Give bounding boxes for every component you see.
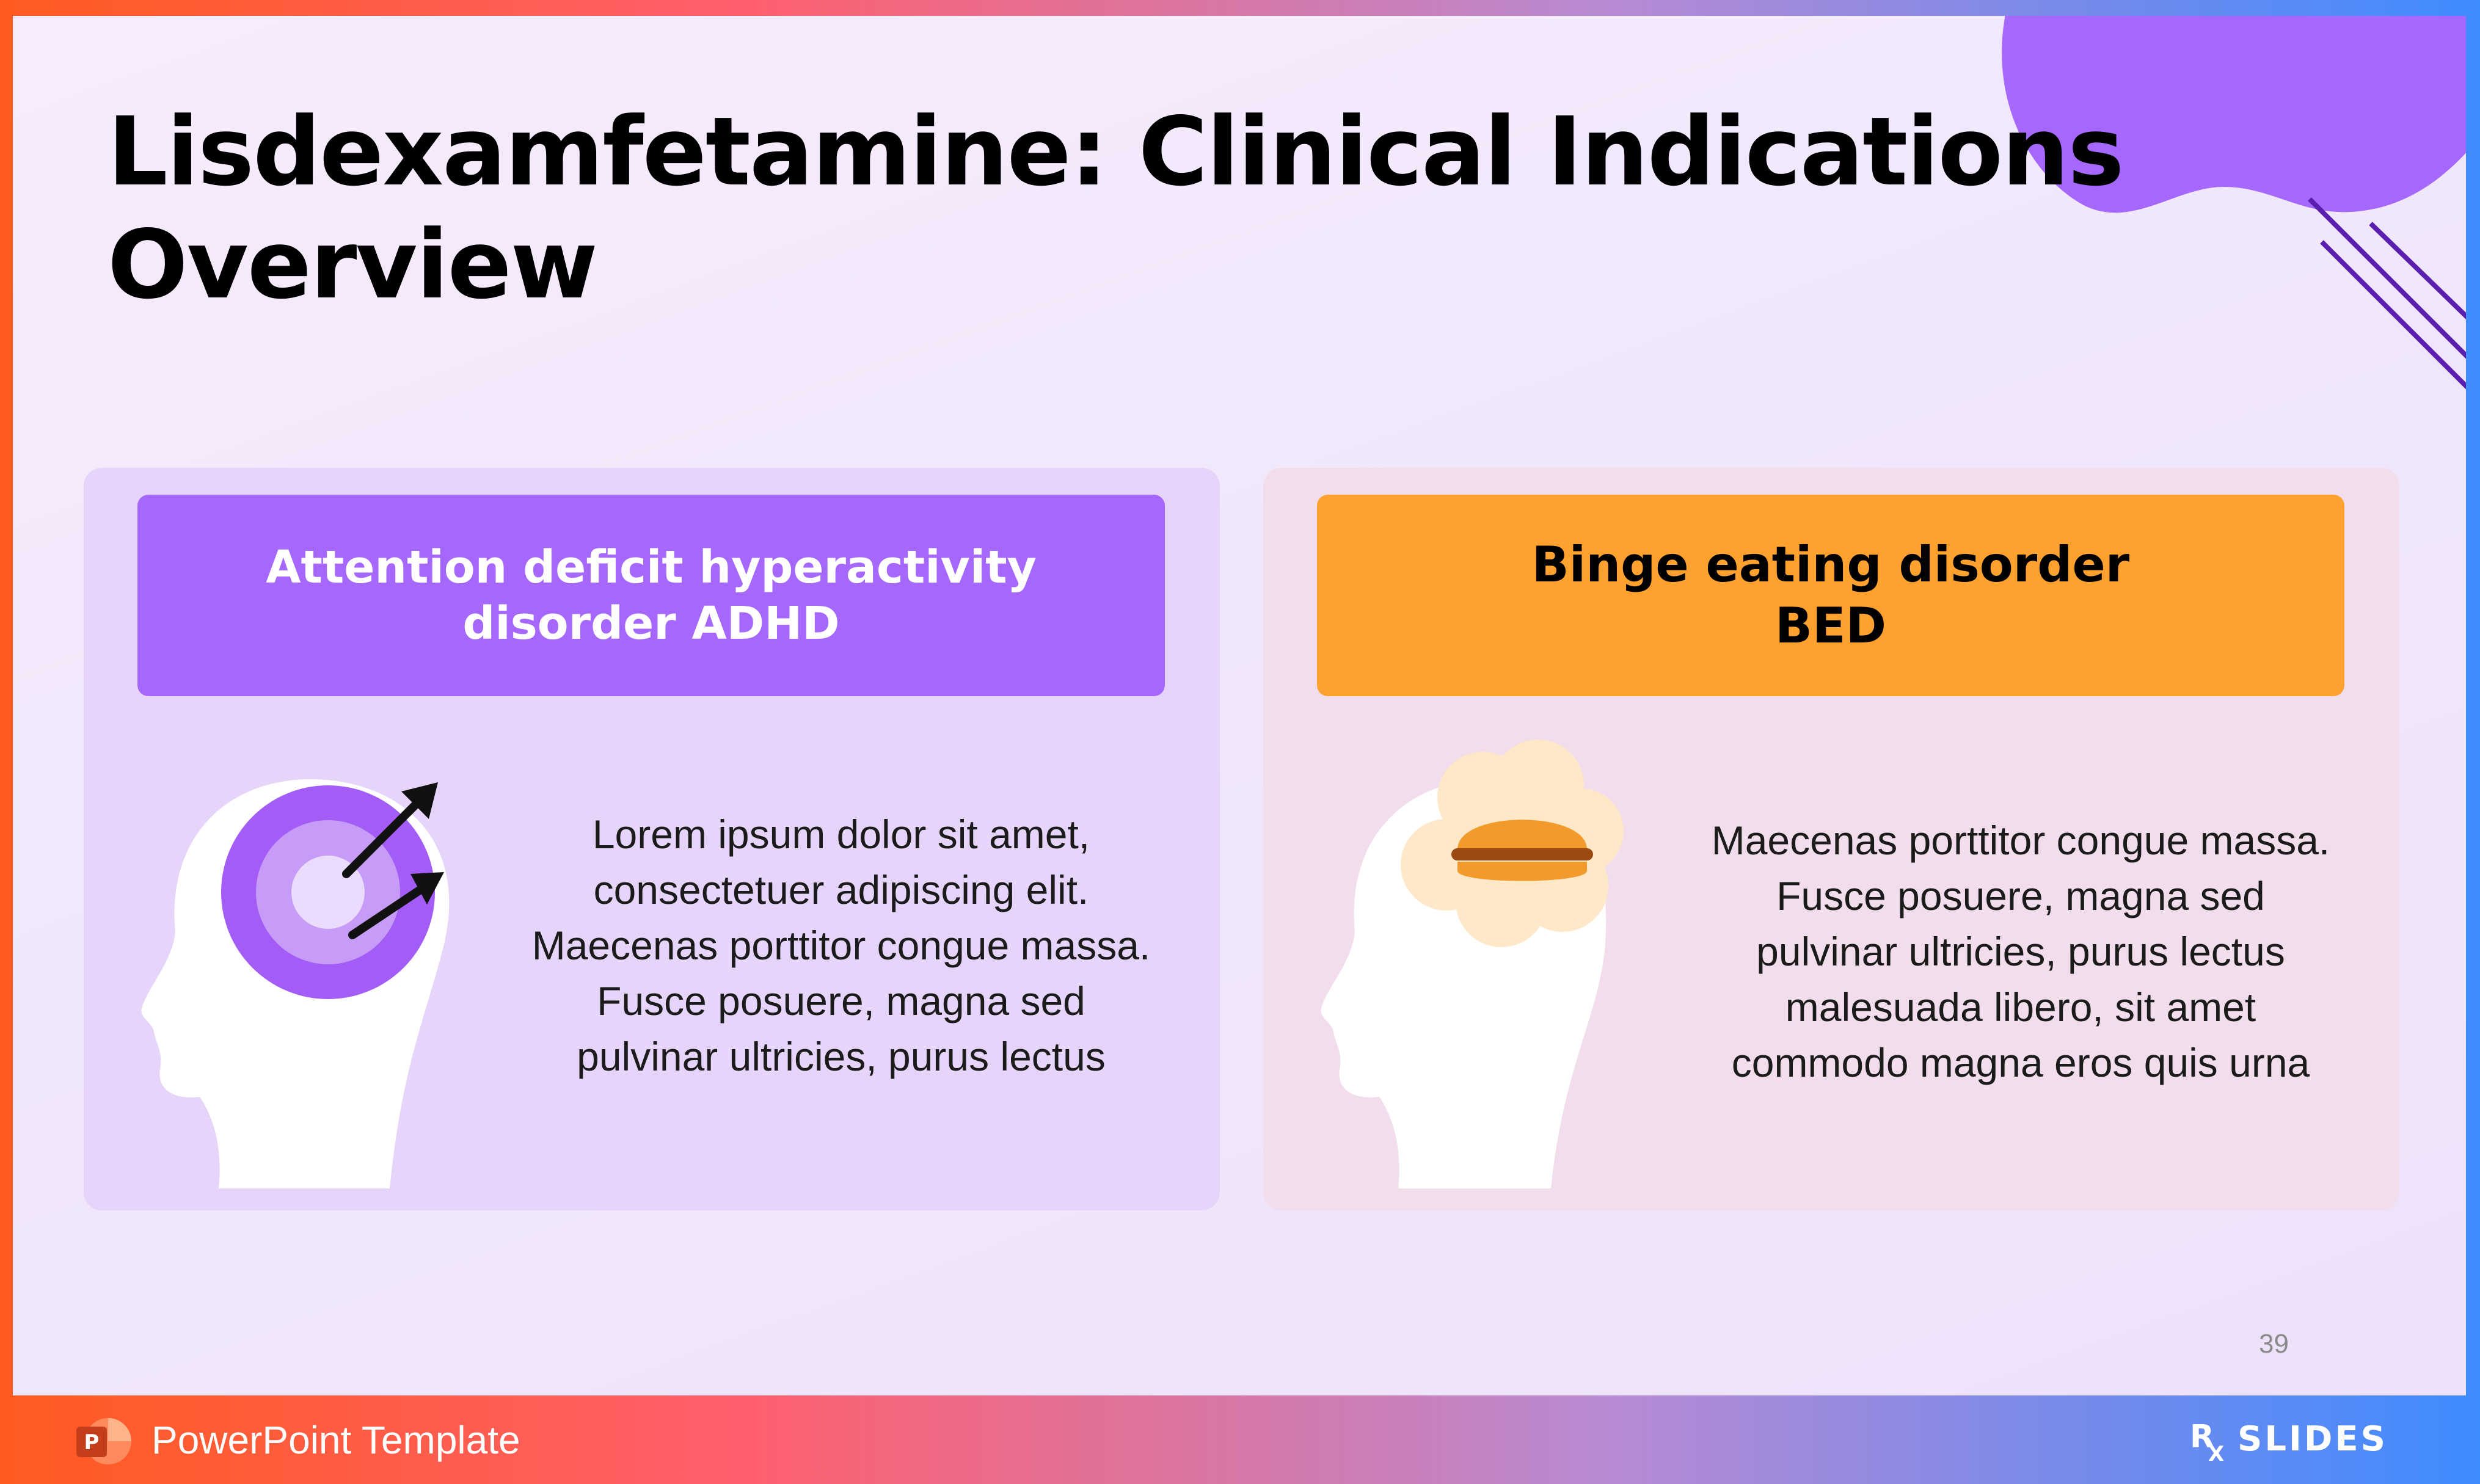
head-burger-thought-icon — [1321, 740, 1624, 1188]
adhd-card-header: Attention deficit hyperactivity disorder… — [137, 495, 1165, 696]
bed-card-title: Binge eating disorder BED — [1531, 536, 2130, 654]
footer-label: PowerPoint Template — [151, 1418, 520, 1462]
bed-card: Binge eating disorder BED Maecenas portt… — [1263, 468, 2399, 1210]
slide: Lisdexamfetamine: Clinical Indications O… — [13, 16, 2466, 1395]
rx-slides-logo: R X SLIDES — [2190, 1419, 2388, 1466]
bed-card-body: Maecenas porttitor congue massa. Fusce p… — [1711, 818, 2330, 1085]
slide-title: Lisdexamfetamine: Clinical Indications O… — [108, 96, 2124, 320]
svg-text:X: X — [2208, 1442, 2224, 1466]
decorative-blob — [2002, 16, 2466, 213]
adhd-card-body: Lorem ipsum dolor sit amet, consectetuer… — [531, 812, 1151, 1079]
bed-card-header: Binge eating disorder BED — [1317, 495, 2344, 696]
svg-text:R: R — [2190, 1419, 2214, 1455]
head-target-icon — [141, 779, 450, 1188]
svg-text:P: P — [84, 1430, 100, 1455]
decorative-lines — [2308, 197, 2466, 390]
page-number: 39 — [2259, 1329, 2289, 1359]
footer-bar: P PowerPoint Template R X SLIDES — [0, 1395, 2480, 1484]
powerpoint-icon: P — [76, 1418, 131, 1464]
adhd-card-title: Attention deficit hyperactivity disorder… — [266, 541, 1037, 650]
svg-text:SLIDES: SLIDES — [2237, 1419, 2388, 1459]
adhd-card: Attention deficit hyperactivity disorder… — [84, 468, 1220, 1210]
